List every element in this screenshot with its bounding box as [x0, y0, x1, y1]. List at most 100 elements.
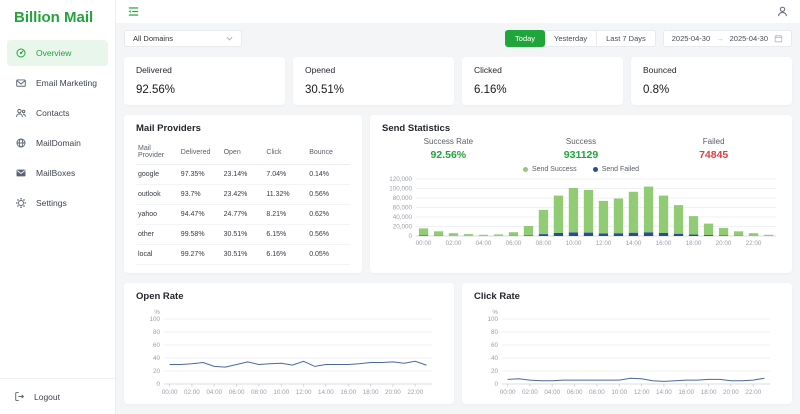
- metric-success-rate: Success Rate 92.56%: [423, 137, 474, 161]
- table-cell: local: [136, 244, 179, 265]
- range-button-group: Today Yesterday Last 7 Days: [505, 30, 656, 47]
- svg-text:04:00: 04:00: [544, 389, 560, 396]
- svg-text:10:00: 10:00: [566, 240, 582, 247]
- legend-dot-blue: [592, 167, 598, 172]
- svg-text:20: 20: [491, 368, 499, 375]
- range-button-today[interactable]: Today: [505, 30, 546, 47]
- column-header: Click: [264, 140, 308, 165]
- range-button-yesterday[interactable]: Yesterday: [544, 30, 598, 47]
- stat-card-bounced: Bounced 0.8%: [631, 57, 792, 105]
- table-cell: 23.14%: [221, 164, 265, 185]
- sidebar-nav: Overview Email Marketing Contacts Ma: [0, 33, 115, 378]
- svg-text:60: 60: [153, 342, 161, 349]
- domain-select[interactable]: All Domains: [124, 30, 242, 47]
- table-cell: google: [136, 164, 179, 185]
- svg-text:04:00: 04:00: [206, 389, 222, 396]
- stat-value: 0.8%: [643, 84, 670, 96]
- sidebar-item-mailboxes[interactable]: MailBoxes: [7, 160, 108, 186]
- svg-text:14:00: 14:00: [626, 240, 642, 247]
- svg-text:18:00: 18:00: [701, 389, 717, 396]
- stat-value: 6.16%: [474, 84, 507, 96]
- mail-providers-panel: Mail Providers Mail Provider Delivered Ope…: [124, 115, 362, 273]
- sidebar-item-contacts[interactable]: Contacts: [7, 100, 108, 126]
- open-rate-panel: Open Rate 0 20 40 60 80 100% 00:00 02:00 04:00 06…: [124, 283, 454, 404]
- panel-title: Open Rate: [136, 291, 184, 302]
- open-rate-chart: 0 20 40 60 80 100% 00:00 02:00 04:00 06:00 08:00 10…: [149, 309, 432, 396]
- svg-text:12:00: 12:00: [296, 389, 312, 396]
- legend-send-success[interactable]: Send Success: [522, 166, 577, 173]
- date-controls: Today Yesterday Last 7 Days 2025-04-30 →…: [505, 30, 792, 47]
- svg-text:60,000: 60,000: [393, 205, 413, 212]
- svg-text:16:00: 16:00: [678, 389, 694, 396]
- panels-row: Mail Providers Mail Provider Delivered Ope…: [124, 115, 792, 273]
- user-icon[interactable]: [776, 5, 789, 18]
- stat-value: 30.51%: [305, 84, 345, 96]
- sidebar-item-settings[interactable]: Settings: [7, 190, 108, 216]
- stat-card-delivered: Delivered 92.56%: [124, 57, 285, 105]
- svg-text:0: 0: [408, 233, 412, 240]
- stat-cards: Delivered 92.56% Opened 30.51% Clicked 6…: [124, 57, 792, 105]
- sidebar-item-label: MailBoxes: [36, 168, 76, 178]
- svg-text:20,000: 20,000: [393, 224, 413, 231]
- svg-text:%: %: [154, 309, 160, 316]
- stat-value: 92.56%: [136, 84, 176, 96]
- date-to: 2025-04-30: [729, 34, 768, 43]
- sidebar-item-email-marketing[interactable]: Email Marketing: [7, 70, 108, 96]
- svg-text:00:00: 00:00: [162, 389, 178, 396]
- bottom-row: Open Rate 0 20 40 60 80 100% 00:00 02:00 04:00 06…: [124, 283, 792, 404]
- table-cell: 0.05%: [307, 244, 350, 265]
- svg-text:06:00: 06:00: [229, 389, 245, 396]
- svg-text:100: 100: [487, 316, 498, 323]
- dashboard-icon: [16, 48, 26, 58]
- date-range-picker[interactable]: 2025-04-30 → 2025-04-30: [662, 30, 792, 47]
- svg-text:02:00: 02:00: [184, 389, 200, 396]
- table-cell: yahoo: [136, 204, 179, 225]
- svg-text:00:00: 00:00: [500, 389, 516, 396]
- logout-icon: [15, 392, 25, 401]
- table-cell: 24.77%: [221, 204, 265, 225]
- svg-text:20:00: 20:00: [723, 389, 739, 396]
- svg-text:18:00: 18:00: [686, 240, 702, 247]
- app-logo[interactable]: Billion Mail: [14, 9, 94, 26]
- column-header: Mail Provider: [136, 140, 179, 165]
- table-header: Mail Provider Delivered Open Click Bounce: [136, 140, 350, 165]
- svg-text:04:00: 04:00: [476, 240, 492, 247]
- contacts-icon: [16, 108, 26, 117]
- svg-text:06:00: 06:00: [567, 389, 583, 396]
- content: All Domains Today Yesterday Last 7 Days …: [116, 23, 800, 414]
- logout-button[interactable]: Logout: [0, 378, 115, 414]
- sidebar-item-overview[interactable]: Overview: [7, 40, 108, 66]
- menu-fold-icon[interactable]: [127, 5, 140, 18]
- svg-text:22:00: 22:00: [407, 389, 423, 396]
- logout-label: Logout: [34, 391, 60, 402]
- sidebar-item-maildomain[interactable]: MailDomain: [7, 130, 108, 156]
- table-cell: 6.16%: [264, 244, 308, 265]
- svg-text:14:00: 14:00: [656, 389, 672, 396]
- svg-text:22:00: 22:00: [746, 240, 762, 247]
- stat-label: Delivered: [136, 65, 172, 75]
- column-header: Delivered: [178, 140, 222, 165]
- table-row: other 99.58% 30.51% 6.15% 0.56%: [136, 224, 350, 245]
- send-statistics-panel: Send Statistics Success Rate 92.56% Succ…: [370, 115, 792, 273]
- stat-label: Bounced: [643, 65, 677, 75]
- table-row: outlook 93.7% 23.42% 11.32% 0.56%: [136, 184, 350, 205]
- svg-text:20:00: 20:00: [716, 240, 732, 247]
- svg-text:80: 80: [491, 329, 499, 336]
- stat-label: Opened: [305, 65, 336, 75]
- panel-title: Send Statistics: [382, 123, 451, 134]
- table-cell: 0.14%: [307, 164, 350, 185]
- table-row: yahoo 94.47% 24.77% 8.21% 0.62%: [136, 204, 350, 225]
- table-cell: 30.51%: [221, 224, 265, 245]
- table-row: google 97.35% 23.14% 7.04% 0.14%: [136, 164, 350, 185]
- range-button-last-7-days[interactable]: Last 7 Days: [596, 30, 656, 47]
- send-metrics: Success Rate 92.56% Success 931129 Faile…: [382, 137, 780, 161]
- svg-text:100,000: 100,000: [389, 186, 412, 193]
- table-row: local 99.27% 30.51% 6.16% 0.05%: [136, 244, 350, 265]
- sidebar-item-label: Email Marketing: [36, 78, 97, 88]
- topbar: [116, 0, 800, 23]
- svg-text:08:00: 08:00: [536, 240, 552, 247]
- chart-legend: Send Success Send Failed: [382, 166, 780, 173]
- svg-text:80,000: 80,000: [393, 195, 413, 202]
- legend-send-failed[interactable]: Send Failed: [592, 166, 639, 173]
- svg-text:10:00: 10:00: [273, 389, 289, 396]
